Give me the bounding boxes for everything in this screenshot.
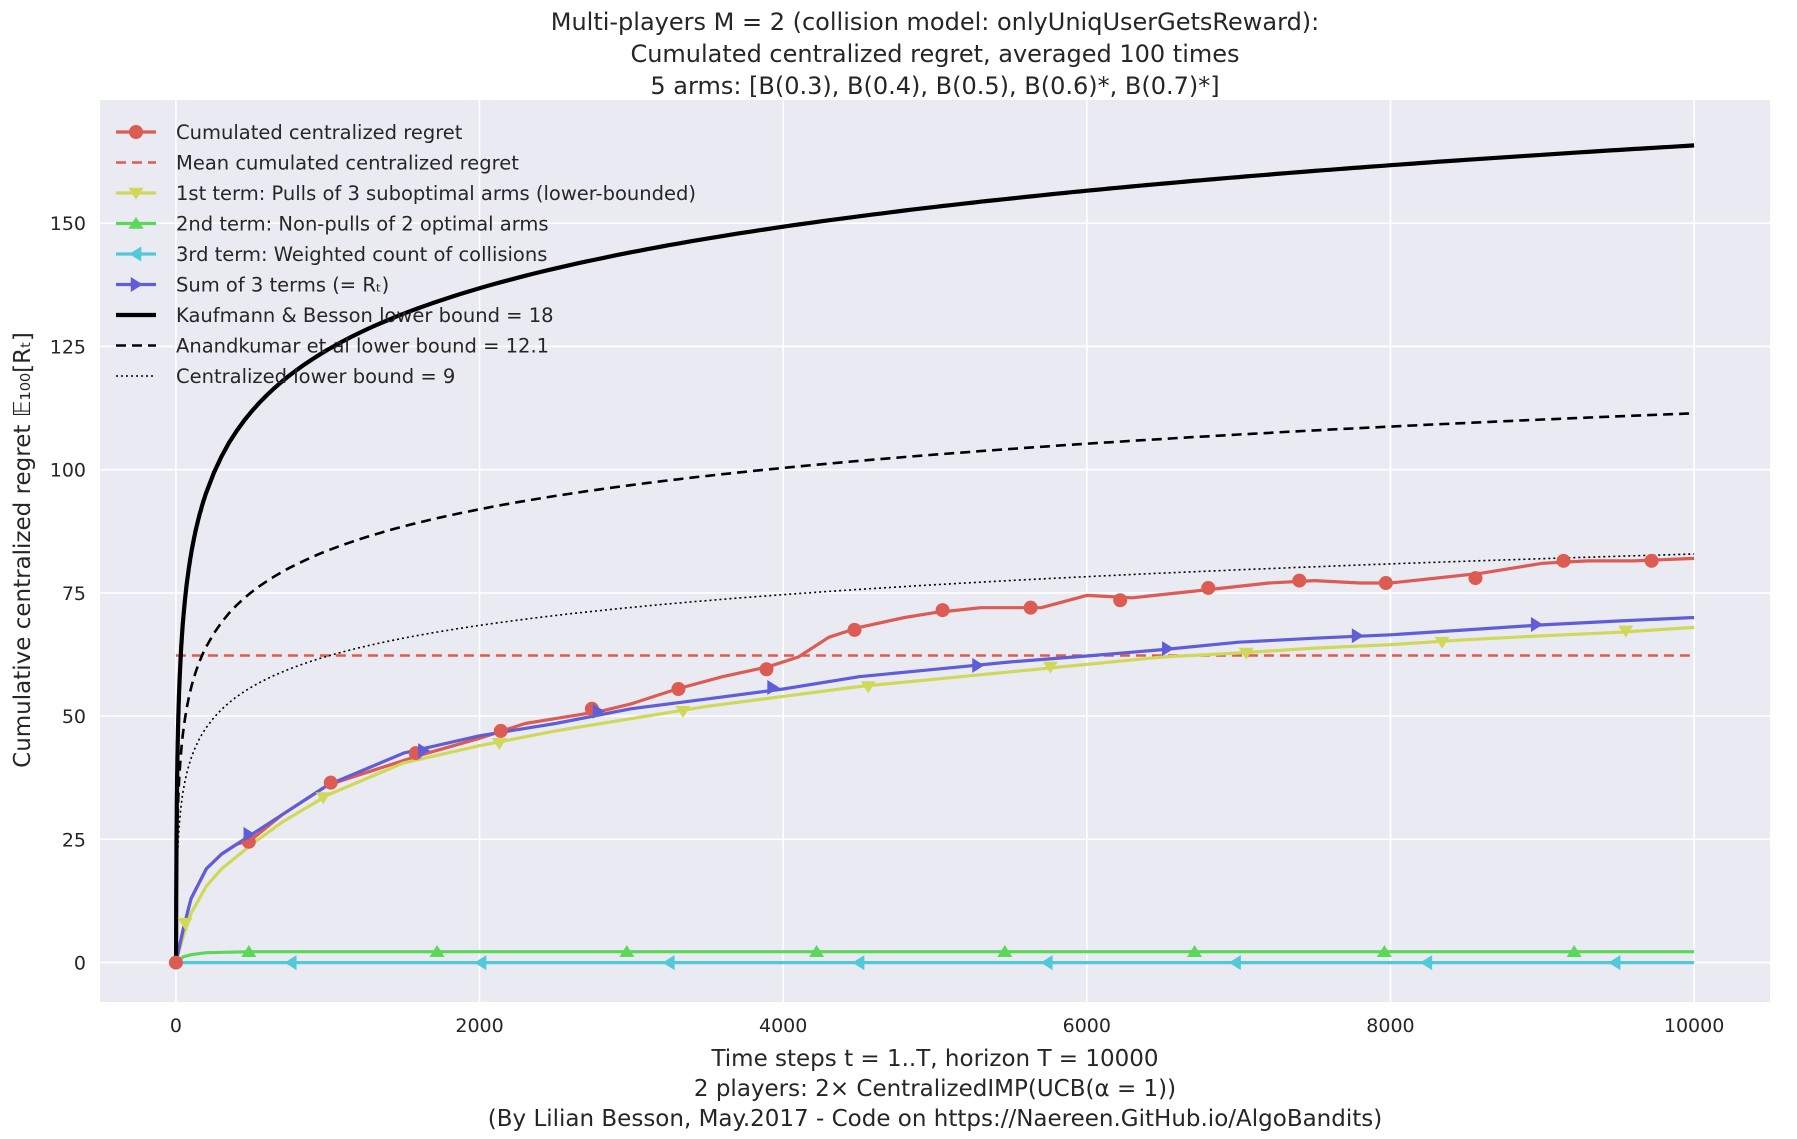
legend-label-7: Kaufmann & Besson lower bound = 18 [176,304,554,327]
series-1-marker [1556,553,1571,568]
series-3-marker [860,681,876,694]
series-6-marker [243,826,256,842]
series-1-marker [1023,600,1038,615]
y-tick-label: 50 [62,706,86,728]
series-4-marker [241,944,257,957]
series-6-marker [1162,641,1175,657]
series-4-marker [1187,944,1203,957]
series-3-marker [1618,625,1634,638]
series-1-marker [847,622,862,637]
chart-title: Multi-players M = 2 (collision model: on… [551,8,1320,100]
series-3-marker [491,737,507,750]
x-label-line-2: 2 players: 2× CentralizedIMP(UCB(α = 1)) [694,1076,1176,1102]
series-1-marker [935,603,950,618]
legend-label-1: Cumulated centralized regret [176,121,463,144]
series-6-marker [1351,628,1364,644]
series-6-marker [767,680,780,696]
series-6-marker [1530,616,1543,632]
series-1-marker [1644,553,1659,568]
series-3-marker [1434,636,1450,649]
y-axis-label: Cumulative centralized regret 𝔼₁₀₀[Rₜ] [10,332,36,768]
x-tick-label: 10000 [1664,1015,1724,1037]
plot-area [100,100,1770,1002]
series-line-6 [174,615,1695,963]
series-3-marker [177,917,193,930]
series-4-marker [619,944,635,957]
series-line-4 [174,950,1695,964]
series-line-1 [174,556,1695,963]
series-3-marker [1238,647,1254,660]
series-4-marker [429,944,445,957]
series-5-marker [474,955,487,971]
legend-label-6: Sum of 3 terms (= Rₜ) [176,274,389,297]
series-4-marker [1566,944,1582,957]
series-1-marker [1292,573,1307,588]
series-5-marker [662,955,675,971]
series-5-marker [1420,955,1433,971]
series-1-marker [1378,576,1393,591]
x-tick-label: 4000 [759,1015,807,1037]
legend-marker-5 [129,246,142,262]
series-group [174,143,1695,965]
series-4-marker [997,944,1013,957]
series-1-marker [1113,593,1128,608]
series-3-marker [675,705,691,718]
markers-group [168,553,1659,971]
series-5-marker [1228,955,1241,971]
x-tick-label: 2000 [455,1015,503,1037]
series-6-marker [418,743,431,759]
x-tick-label: 0 [170,1015,182,1037]
series-line-8 [174,412,1695,963]
y-tick-label: 25 [62,829,86,851]
y-tick-label: 75 [62,583,86,605]
title-line-2: Cumulated centralized regret, averaged 1… [630,40,1239,68]
series-1-marker [493,723,508,738]
series-5-marker [284,955,297,971]
series-6-marker [592,703,605,719]
series-5-marker [852,955,865,971]
series-4-marker [809,944,825,957]
legend-marker-3 [128,187,144,200]
title-line-3: 5 arms: [B(0.3), B(0.4), B(0.5), B(0.6)*… [650,72,1219,100]
series-1-marker [323,775,338,790]
x-tick-label: 8000 [1366,1015,1414,1037]
legend-label-4: 2nd term: Non-pulls of 2 optimal arms [176,213,549,236]
x-axis-label: Time steps t = 1..T, horizon T = 10000 2 … [488,1046,1382,1132]
series-3-marker [1042,661,1058,674]
legend-marker-6 [130,277,143,292]
series-4-marker [1376,944,1392,957]
legend-marker-4 [128,216,144,229]
y-axis-ticks: 0 25 50 75 100 125 150 [50,213,86,974]
series-1-marker [1468,571,1483,586]
legend-label-5: 3rd term: Weighted count of collisions [176,243,547,266]
y-tick-label: 0 [74,953,86,975]
series-1-marker [759,662,774,677]
series-1-marker [168,955,183,970]
legend-marker-1 [129,125,143,139]
y-tick-label: 125 [50,336,86,358]
series-6-marker [972,657,985,673]
series-3-marker [315,792,331,805]
series-5-marker [1608,955,1621,971]
series-1-marker [1201,580,1216,595]
series-1-marker [671,682,686,697]
series-line-3 [174,625,1695,964]
legend: Cumulated centralized regret Mean cumulat… [116,121,696,388]
title-line-1: Multi-players M = 2 (collision model: on… [551,8,1320,36]
y-tick-label: 100 [50,460,86,482]
y-tick-label: 150 [50,213,86,235]
series-5-marker [1040,955,1053,971]
legend-label-8: Anandkumar et al lower bound = 12.1 [176,335,549,358]
legend-label-3: 1st term: Pulls of 3 suboptimal arms (lo… [176,182,696,205]
x-label-line-1: Time steps t = 1..T, horizon T = 10000 [710,1046,1158,1072]
x-axis-ticks: 0 2000 4000 6000 8000 10000 [170,1015,1724,1037]
legend-label-2: Mean cumulated centralized regret [176,152,519,175]
x-tick-label: 6000 [1063,1015,1111,1037]
x-label-line-3: (By Lilian Besson, May.2017 - Code on ht… [488,1106,1382,1132]
series-line-7 [174,143,1695,963]
legend-label-9: Centralized lower bound = 9 [176,365,455,388]
